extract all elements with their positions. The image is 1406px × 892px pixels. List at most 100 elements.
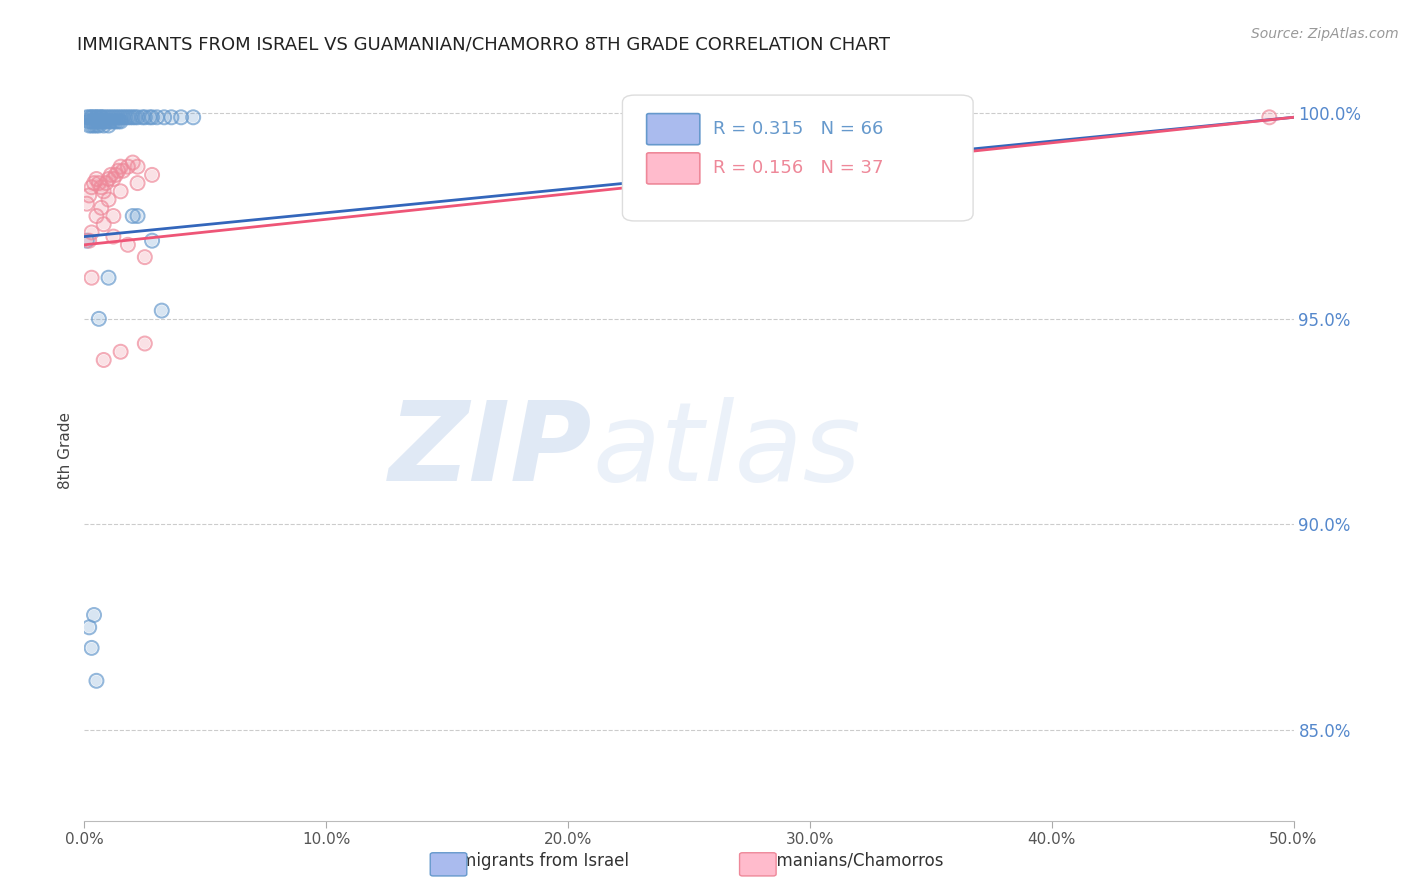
Point bbox=[83, 176, 105, 190]
Point bbox=[93, 114, 115, 128]
Point bbox=[104, 168, 127, 182]
Point bbox=[86, 110, 108, 124]
Point bbox=[121, 110, 143, 124]
Point bbox=[134, 250, 156, 264]
Point bbox=[80, 110, 103, 124]
Point bbox=[87, 114, 110, 128]
Text: ZIP: ZIP bbox=[388, 397, 592, 504]
Point bbox=[103, 229, 125, 244]
Point bbox=[94, 176, 117, 190]
Point bbox=[77, 119, 100, 133]
Point bbox=[97, 114, 120, 128]
Point bbox=[93, 114, 115, 128]
Point bbox=[83, 110, 105, 124]
Point bbox=[112, 110, 135, 124]
Point bbox=[160, 110, 183, 124]
Point bbox=[127, 209, 149, 223]
Point bbox=[97, 119, 120, 133]
Point bbox=[86, 209, 108, 223]
Point bbox=[100, 168, 122, 182]
Point bbox=[86, 673, 108, 688]
Text: Immigrants from Israel: Immigrants from Israel bbox=[439, 852, 630, 870]
Point bbox=[121, 155, 143, 169]
Point bbox=[134, 110, 156, 124]
Point bbox=[107, 110, 129, 124]
Point bbox=[141, 234, 163, 248]
FancyBboxPatch shape bbox=[647, 113, 700, 145]
Point bbox=[100, 114, 122, 128]
Point bbox=[121, 209, 143, 223]
Point bbox=[97, 114, 120, 128]
Point bbox=[117, 110, 139, 124]
Point bbox=[94, 110, 117, 124]
Point bbox=[80, 114, 103, 128]
Point bbox=[83, 176, 105, 190]
Point bbox=[131, 110, 153, 124]
Point bbox=[110, 110, 132, 124]
Point bbox=[90, 180, 112, 194]
Point bbox=[94, 110, 117, 124]
Point bbox=[94, 176, 117, 190]
Point bbox=[103, 229, 125, 244]
Point bbox=[117, 110, 139, 124]
Point bbox=[97, 193, 120, 207]
Point bbox=[83, 607, 105, 622]
Point bbox=[93, 217, 115, 231]
FancyBboxPatch shape bbox=[623, 95, 973, 221]
Point bbox=[86, 110, 108, 124]
Point bbox=[93, 110, 115, 124]
Point bbox=[83, 119, 105, 133]
Point bbox=[114, 110, 136, 124]
Point bbox=[77, 234, 100, 248]
Point bbox=[80, 640, 103, 655]
Point bbox=[100, 114, 122, 128]
Point bbox=[80, 226, 103, 240]
Point bbox=[110, 114, 132, 128]
Point bbox=[97, 110, 120, 124]
Point bbox=[110, 160, 132, 174]
Point bbox=[114, 110, 136, 124]
Point bbox=[160, 110, 183, 124]
Point bbox=[94, 114, 117, 128]
Text: atlas: atlas bbox=[592, 397, 860, 504]
Point bbox=[103, 172, 125, 186]
Point bbox=[141, 110, 163, 124]
Point bbox=[76, 110, 98, 124]
Point bbox=[103, 110, 125, 124]
Point bbox=[104, 110, 127, 124]
Point bbox=[76, 196, 98, 211]
Point bbox=[83, 119, 105, 133]
Point bbox=[170, 110, 193, 124]
Point bbox=[107, 114, 129, 128]
Point bbox=[80, 270, 103, 285]
Point bbox=[87, 114, 110, 128]
Point bbox=[110, 110, 132, 124]
Point bbox=[141, 234, 163, 248]
Point bbox=[107, 163, 129, 178]
Point bbox=[77, 188, 100, 202]
Point bbox=[103, 114, 125, 128]
Point bbox=[87, 311, 110, 326]
Point bbox=[97, 193, 120, 207]
Point bbox=[104, 168, 127, 182]
Point bbox=[83, 114, 105, 128]
Point bbox=[100, 168, 122, 182]
Point bbox=[90, 110, 112, 124]
Point bbox=[103, 114, 125, 128]
Point bbox=[90, 114, 112, 128]
Point bbox=[104, 110, 127, 124]
Point bbox=[86, 114, 108, 128]
Point bbox=[86, 209, 108, 223]
Point bbox=[77, 119, 100, 133]
Point bbox=[100, 110, 122, 124]
Point bbox=[94, 114, 117, 128]
Text: Guamanians/Chamorros: Guamanians/Chamorros bbox=[744, 852, 943, 870]
Point bbox=[181, 110, 204, 124]
Point bbox=[97, 172, 120, 186]
Point bbox=[77, 114, 100, 128]
Point bbox=[1258, 110, 1281, 124]
Point bbox=[127, 176, 149, 190]
Point bbox=[127, 110, 149, 124]
Point bbox=[127, 110, 149, 124]
Point bbox=[112, 110, 135, 124]
